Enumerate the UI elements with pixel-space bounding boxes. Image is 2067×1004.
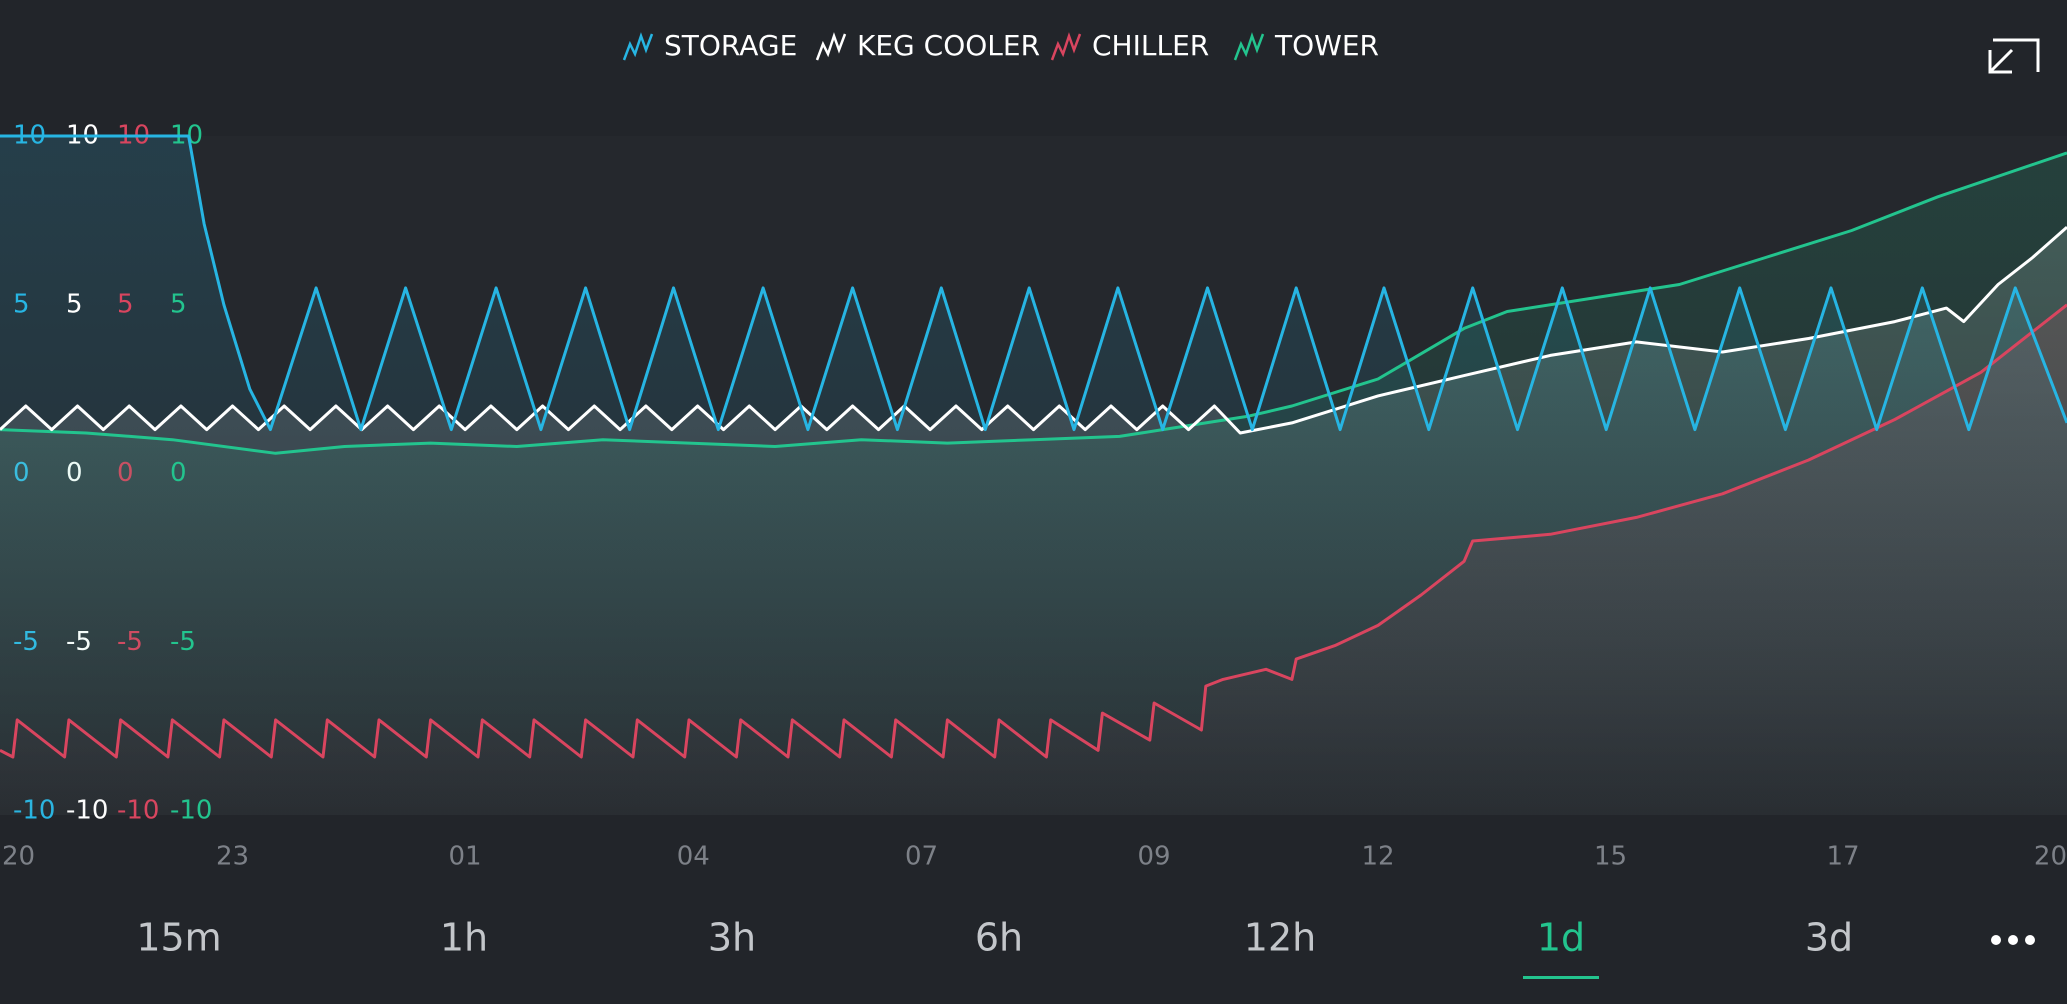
selected-underline bbox=[1523, 976, 1599, 979]
x-tick-label: 17 bbox=[1827, 842, 1860, 872]
dot bbox=[2008, 935, 2018, 945]
series-line bbox=[0, 303, 2067, 759]
legend-item[interactable]: KEG COOLER bbox=[815, 29, 1040, 62]
time-range-button[interactable]: 1h bbox=[440, 916, 488, 960]
time-range-label: 3h bbox=[708, 916, 756, 960]
y-tick-label: -10 bbox=[170, 796, 212, 826]
legend-item[interactable]: TOWER bbox=[1233, 29, 1379, 62]
time-range-label: 12h bbox=[1244, 916, 1316, 960]
x-tick-label: 20 bbox=[2, 842, 35, 872]
time-range-label: 15m bbox=[136, 916, 221, 960]
legend-icon bbox=[1233, 32, 1265, 61]
series-line bbox=[0, 225, 2067, 435]
expand-button[interactable] bbox=[1988, 38, 2040, 74]
y-tick-label: 5 bbox=[66, 289, 83, 319]
x-tick-label: 12 bbox=[1361, 842, 1394, 872]
more-button[interactable] bbox=[1991, 935, 2035, 945]
legend-label: KEG COOLER bbox=[857, 29, 1040, 62]
x-tick-label: 07 bbox=[905, 842, 938, 872]
series-area bbox=[0, 152, 2067, 815]
legend-icon bbox=[622, 32, 654, 61]
legend-item[interactable]: STORAGE bbox=[622, 29, 797, 62]
time-range-label: 1d bbox=[1537, 916, 1585, 960]
time-range-label: 6h bbox=[975, 916, 1023, 960]
series-line bbox=[0, 151, 2067, 455]
time-range-button[interactable]: 6h bbox=[975, 916, 1023, 960]
time-range-button[interactable]: 3d bbox=[1805, 916, 1853, 960]
x-tick-label: 15 bbox=[1594, 842, 1627, 872]
legend-label: CHILLER bbox=[1092, 29, 1209, 62]
x-tick-label: 04 bbox=[677, 842, 710, 872]
dot bbox=[1991, 935, 2001, 945]
legend-label: TOWER bbox=[1274, 29, 1379, 62]
x-tick-label: 23 bbox=[216, 842, 249, 872]
x-tick-label: 09 bbox=[1138, 842, 1171, 872]
x-tick-label: 20 bbox=[2034, 842, 2067, 872]
legend-item[interactable]: CHILLER bbox=[1050, 29, 1209, 62]
time-range-label: 3d bbox=[1805, 916, 1853, 960]
time-range-button[interactable]: 1d bbox=[1523, 916, 1599, 980]
y-tick-label: 0 bbox=[170, 458, 187, 488]
y-tick-label: 5 bbox=[13, 289, 30, 319]
y-tick-label: -5 bbox=[170, 627, 196, 657]
expand-icon bbox=[1993, 38, 2040, 72]
series-line bbox=[0, 134, 2067, 432]
legend-icon bbox=[1050, 32, 1082, 61]
time-range-label: 1h bbox=[440, 916, 488, 960]
expand-icon bbox=[1989, 48, 2014, 73]
expand-icon bbox=[1988, 50, 2012, 74]
x-tick-label: 01 bbox=[449, 842, 482, 872]
time-range-button[interactable]: 12h bbox=[1244, 916, 1316, 960]
legend-icon bbox=[815, 32, 847, 61]
dot bbox=[2025, 935, 2035, 945]
y-tick-label: 5 bbox=[170, 289, 187, 319]
legend-label: STORAGE bbox=[664, 29, 797, 62]
y-tick-label: 5 bbox=[117, 289, 134, 319]
time-range-button[interactable]: 3h bbox=[708, 916, 756, 960]
time-range-button[interactable]: 15m bbox=[136, 916, 221, 960]
